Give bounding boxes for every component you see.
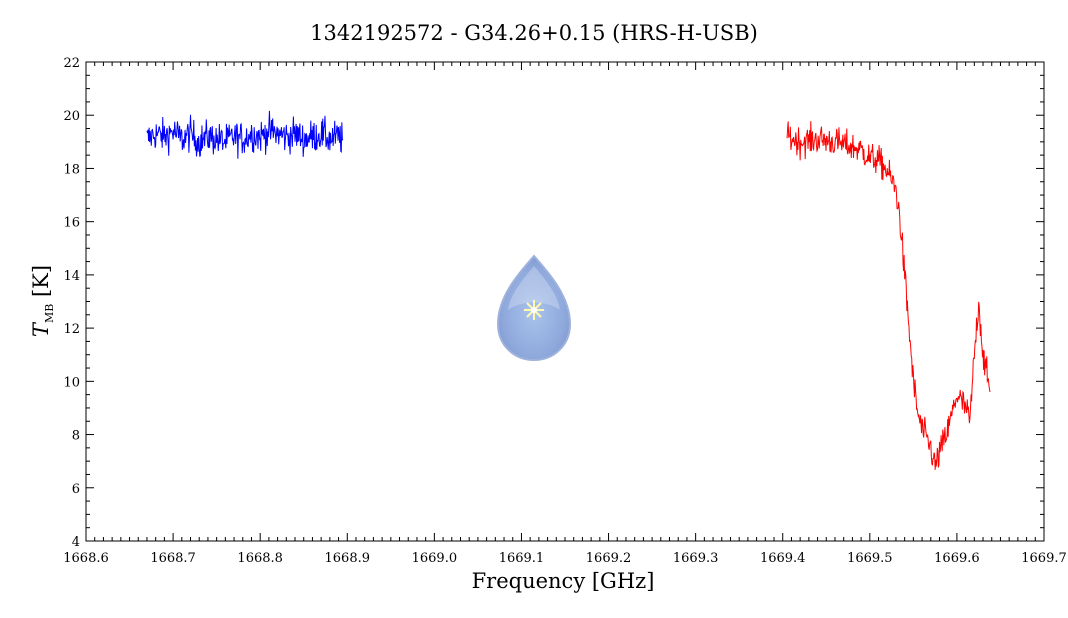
x-tick-label: 1669.3 (673, 551, 719, 566)
x-tick-label: 1669.1 (499, 551, 545, 566)
y-tick-label: 6 (72, 482, 80, 497)
x-tick-label: 1668.6 (63, 551, 109, 566)
x-tick-label: 1669.0 (412, 551, 458, 566)
x-tick-label: 1668.8 (237, 551, 283, 566)
x-tick-labels: 1668.6 1668.7 1668.8 1668.9 1669.0 1669.1 1669… (63, 551, 1067, 566)
y-tick-label: 22 (63, 56, 80, 71)
x-tick-label: 1669.6 (934, 551, 980, 566)
chart-title: 1342192572 - G34.26+0.15 (HRS-H-USB) (310, 21, 758, 45)
y-tick-label: 8 (72, 429, 80, 444)
x-tick-label: 1669.4 (760, 551, 806, 566)
x-tick-label: 1669.5 (847, 551, 893, 566)
x-axis-label: Frequency [GHz] (472, 569, 655, 593)
tick-marks (85, 61, 1045, 542)
y-tick-labels: 4 6 8 10 12 14 16 18 20 22 (63, 56, 80, 550)
y-tick-label: 12 (63, 322, 80, 337)
y-tick-label: 16 (63, 216, 80, 231)
wish-logo (496, 254, 572, 362)
series-line-0 (146, 110, 344, 159)
y-tick-label: 10 (63, 375, 80, 390)
y-axis-label: TMB [K] (29, 265, 56, 337)
x-tick-label: 1669.7 (1021, 551, 1067, 566)
svg-text:TMB [K]: TMB [K] (29, 265, 56, 337)
x-tick-label: 1669.2 (586, 551, 632, 566)
series-group (146, 110, 991, 470)
drop-highlight (508, 266, 560, 310)
y-tick-label: 4 (72, 535, 80, 550)
y-tick-label: 18 (63, 162, 80, 177)
y-tick-label: 14 (63, 269, 80, 284)
x-tick-label: 1668.9 (325, 551, 371, 566)
x-tick-label: 1668.7 (150, 551, 196, 566)
y-tick-label: 20 (63, 109, 80, 124)
star-center (531, 307, 537, 313)
series-line-1 (786, 121, 991, 470)
